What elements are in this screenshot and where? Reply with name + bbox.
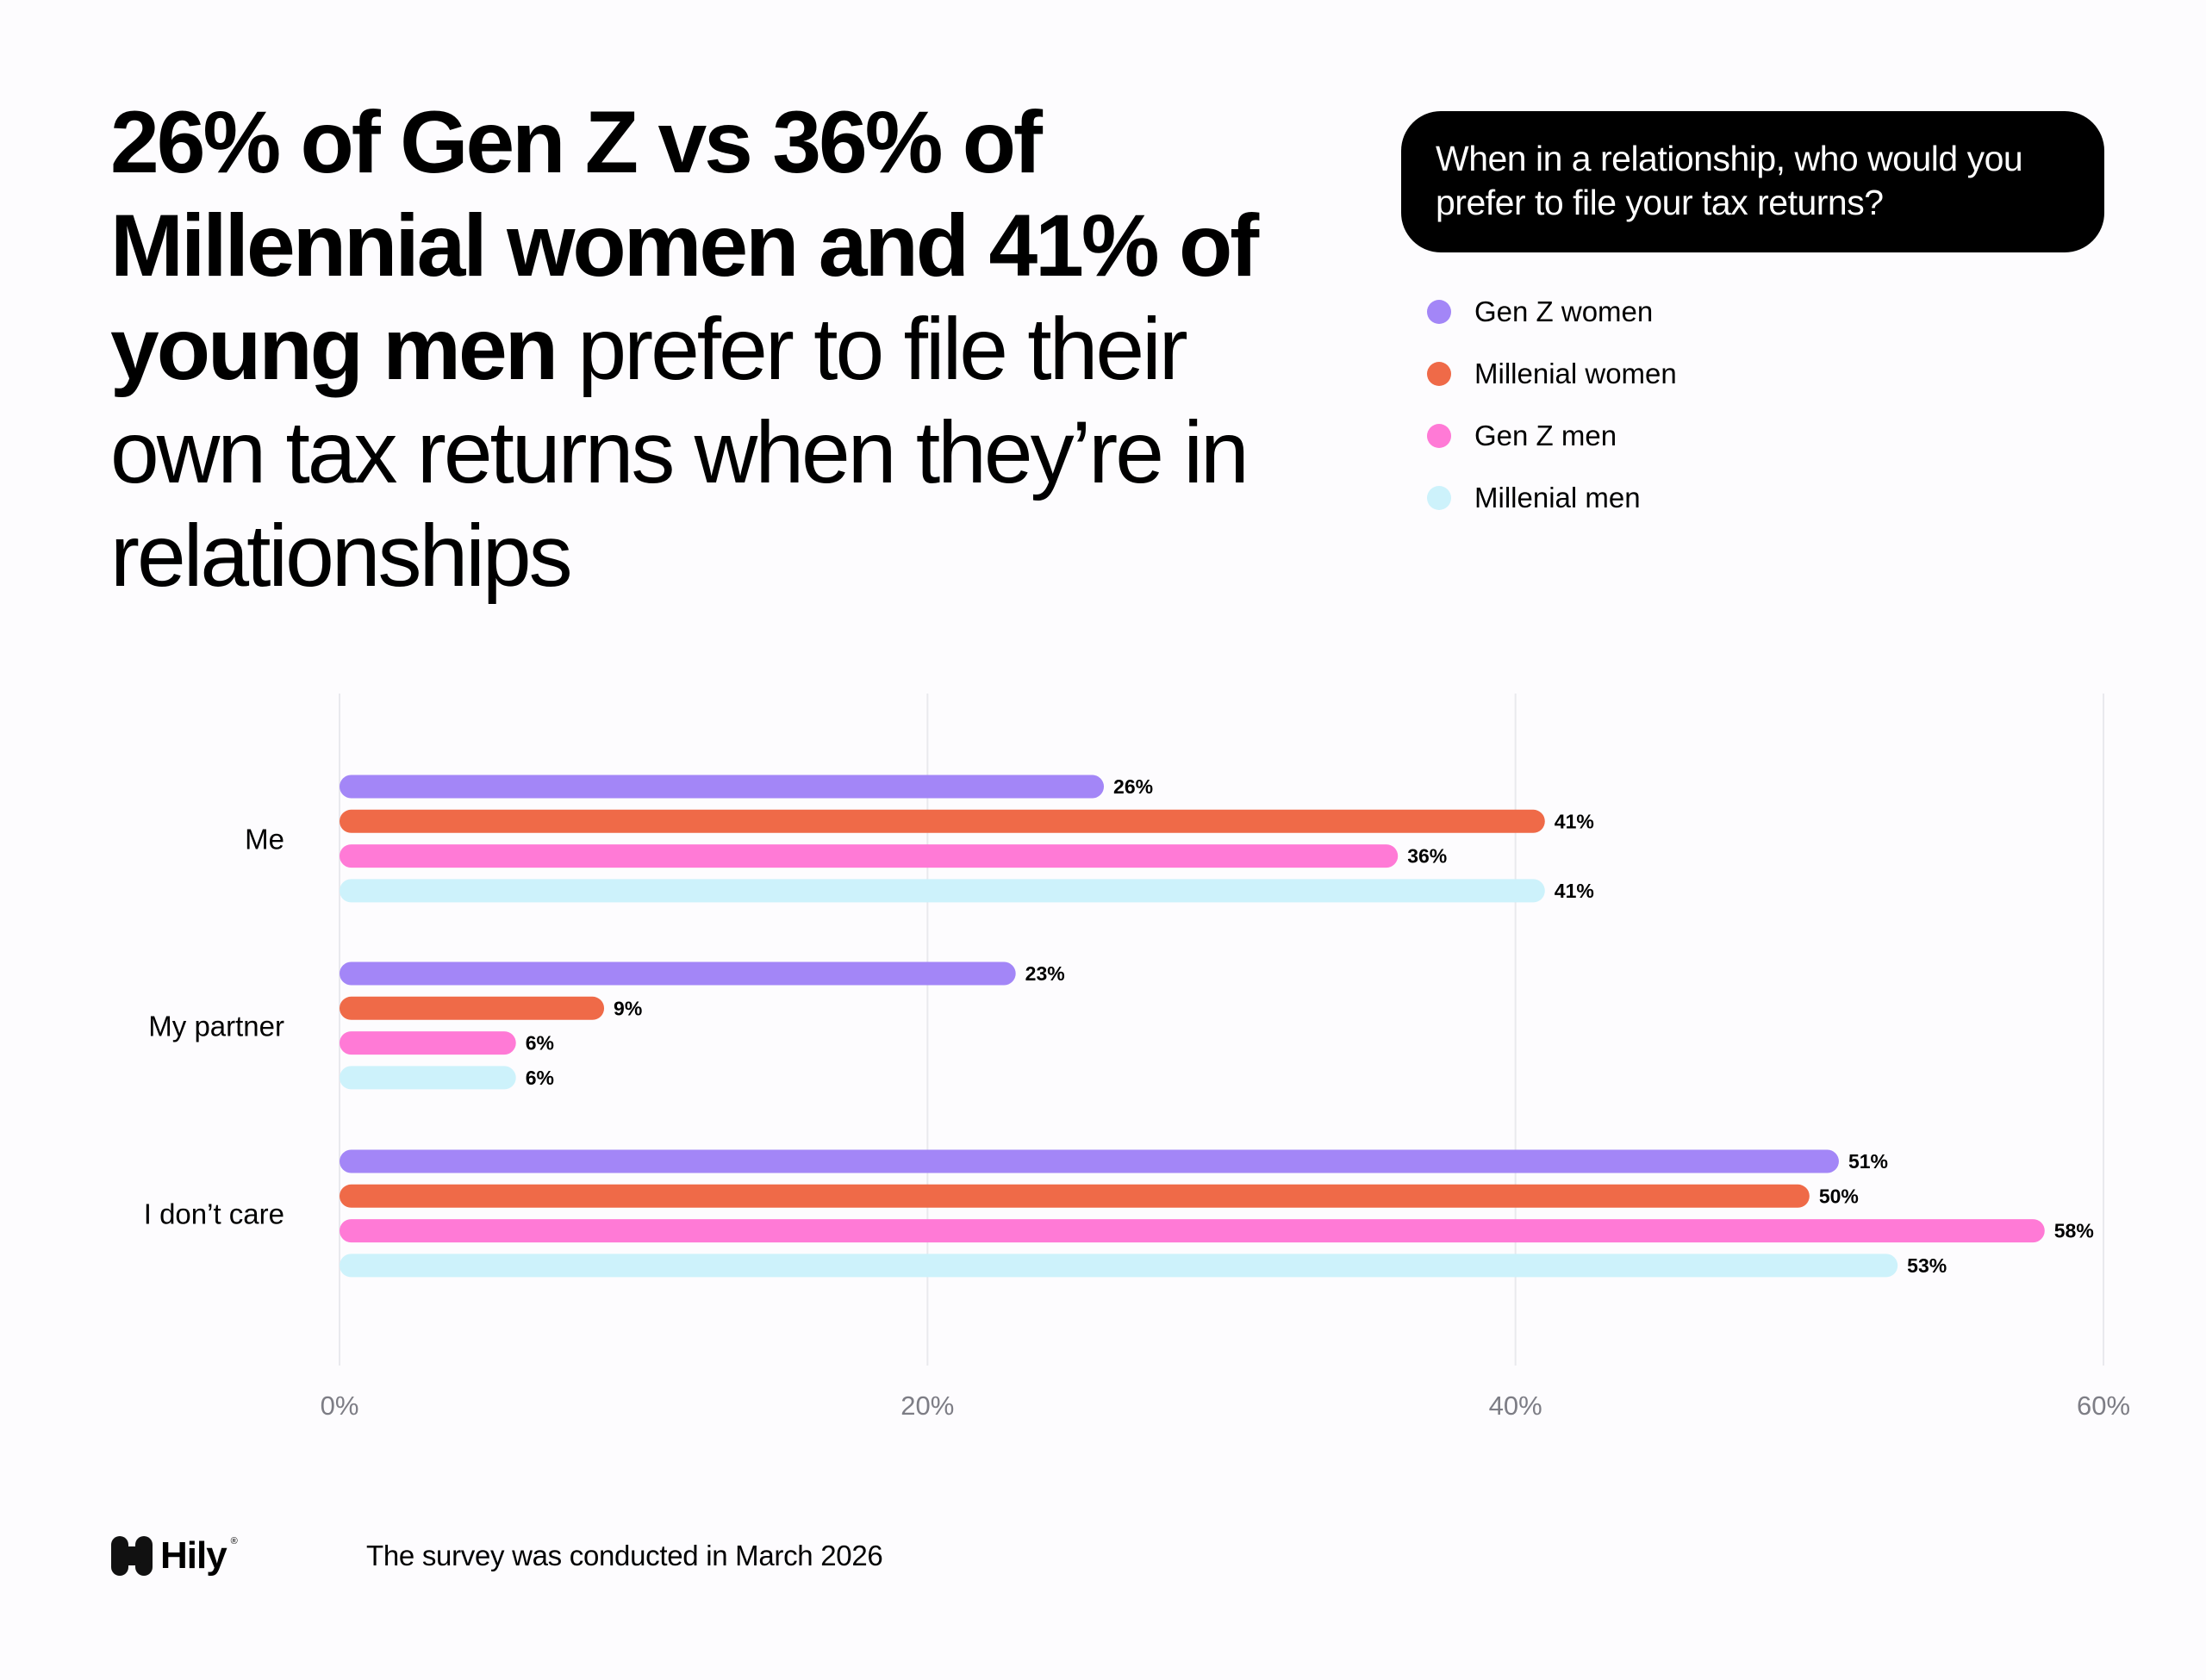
bar-0-2 xyxy=(340,844,1399,868)
legend-item-gen-z-men: Gen Z men xyxy=(1427,414,1677,476)
bar-1-0 xyxy=(340,961,1016,986)
data-label-0-2: 36% xyxy=(1407,845,1447,868)
legend-label-gen-z-men: Gen Z men xyxy=(1474,420,1617,451)
category-label-0: Me xyxy=(245,823,284,855)
data-label-2-2: 58% xyxy=(2054,1220,2094,1242)
bar-0-3 xyxy=(340,879,1545,903)
data-label-0-0: 26% xyxy=(1113,775,1153,798)
legend-item-gen-z-women: Gen Z women xyxy=(1427,289,1677,352)
question-text: When in a relationship, who would you pr… xyxy=(1436,139,2023,222)
data-label-2-0: 51% xyxy=(1848,1150,1888,1173)
bar-2-1 xyxy=(340,1184,1810,1208)
legend-swatch-gen-z-men xyxy=(1427,424,1451,448)
hily-logo-icon xyxy=(111,1536,153,1576)
category-label-1: My partner xyxy=(148,1010,284,1042)
headline-regular: prefer to file their own tax returns whe… xyxy=(110,300,1249,605)
question-box: When in a relationship, who would you pr… xyxy=(1401,111,2104,252)
brand-registered-mark: ® xyxy=(230,1536,238,1546)
data-label-1-3: 6% xyxy=(526,1067,554,1089)
bar-0-0 xyxy=(340,775,1105,799)
brand-name: Hily ® xyxy=(160,1534,238,1577)
data-label-2-3: 53% xyxy=(1907,1254,1947,1277)
brand-logo: Hily ® xyxy=(110,1534,238,1578)
legend-swatch-millenial-women xyxy=(1427,362,1451,386)
bar-2-2 xyxy=(340,1219,2045,1243)
bar-0-1 xyxy=(340,809,1545,833)
data-label-2-1: 50% xyxy=(1819,1185,1859,1207)
x-tick-label-0: 0% xyxy=(321,1391,359,1421)
legend-item-millenial-women: Millenial women xyxy=(1427,352,1677,414)
legend-item-millenial-men: Millenial men xyxy=(1427,476,1677,538)
data-label-0-1: 41% xyxy=(1555,810,1594,832)
bar-1-1 xyxy=(340,996,605,1020)
bar-chart: 0% 20% 40% 60% Me 26% 41% 36% 41% My partner 23% 9%… xyxy=(144,694,2130,1421)
bar-2-3 xyxy=(340,1254,1898,1278)
legend: Gen Z women Millenial women Gen Z men Mi… xyxy=(1427,289,1677,538)
brand-name-text: Hily xyxy=(160,1534,227,1577)
headline: 26% of Gen Z vs 36% of Millennial women … xyxy=(110,90,1351,607)
legend-swatch-millenial-men xyxy=(1427,486,1451,510)
x-tick-label-40: 40% xyxy=(1489,1391,1542,1421)
data-label-1-2: 6% xyxy=(526,1032,554,1055)
bar-2-0 xyxy=(340,1149,1839,1173)
headline-bold: 26% of Gen Z vs 36% of Millennial women … xyxy=(110,93,1259,398)
data-label-1-1: 9% xyxy=(614,997,642,1019)
legend-label-gen-z-women: Gen Z women xyxy=(1474,296,1654,327)
category-label-2: I don’t care xyxy=(144,1198,284,1229)
data-label-0-3: 41% xyxy=(1555,880,1594,902)
x-tick-label-20: 20% xyxy=(900,1391,954,1421)
x-tick-label-60: 60% xyxy=(2077,1391,2130,1421)
legend-label-millenial-men: Millenial men xyxy=(1474,482,1641,513)
footer: Hily ® The survey was conducted in March … xyxy=(110,1525,1144,1585)
survey-footnote: The survey was conducted in March 2026 xyxy=(366,1540,883,1571)
legend-label-millenial-women: Millenial women xyxy=(1474,358,1677,389)
data-label-1-0: 23% xyxy=(1025,962,1065,985)
bar-1-3 xyxy=(340,1066,516,1090)
bar-1-2 xyxy=(340,1031,516,1055)
legend-swatch-gen-z-women xyxy=(1427,300,1451,324)
